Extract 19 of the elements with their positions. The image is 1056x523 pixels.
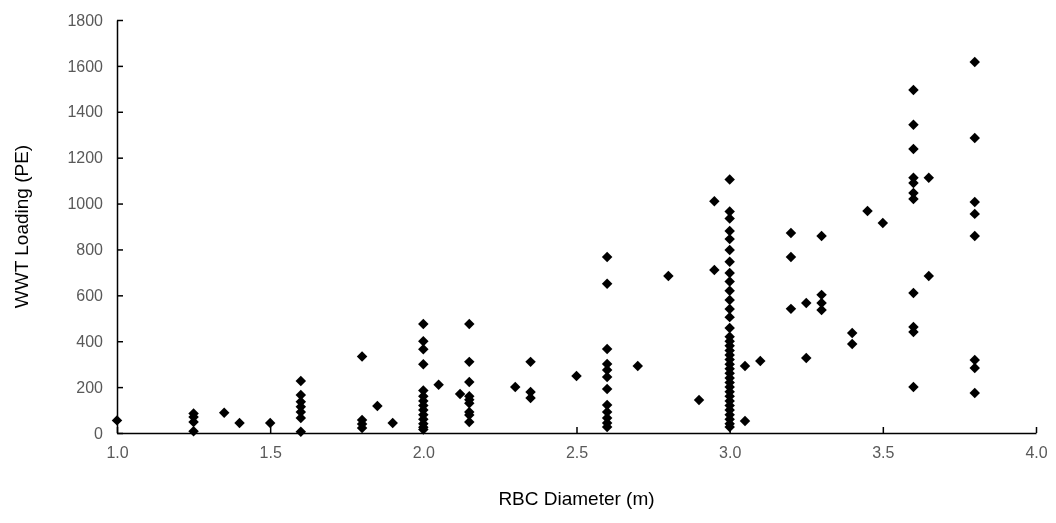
y-tick-label: 1400	[67, 103, 104, 121]
y-tick-label: 1600	[67, 57, 104, 75]
x-axis-title: RBC Diameter (m)	[498, 488, 655, 509]
y-tick-label: 400	[76, 332, 104, 350]
x-tick-label: 4.0	[1025, 444, 1048, 462]
x-tick-label: 1.5	[259, 444, 282, 462]
y-tick-label: 1800	[67, 11, 104, 29]
y-tick-label: 1200	[67, 149, 104, 167]
y-tick-label: 200	[76, 378, 104, 396]
y-axis-title: WWT Loading (PE)	[11, 144, 32, 309]
x-tick-label: 3.5	[872, 444, 895, 462]
y-tick-label: 1000	[67, 195, 104, 213]
x-tick-label: 1.0	[106, 444, 129, 462]
y-tick-label: 0	[94, 424, 104, 442]
y-tick-label: 600	[76, 286, 104, 304]
y-tick-label: 800	[76, 241, 104, 259]
x-tick-label: 2.0	[412, 444, 436, 462]
x-tick-label: 2.5	[565, 444, 589, 462]
x-tick-label: 3.0	[719, 444, 742, 462]
